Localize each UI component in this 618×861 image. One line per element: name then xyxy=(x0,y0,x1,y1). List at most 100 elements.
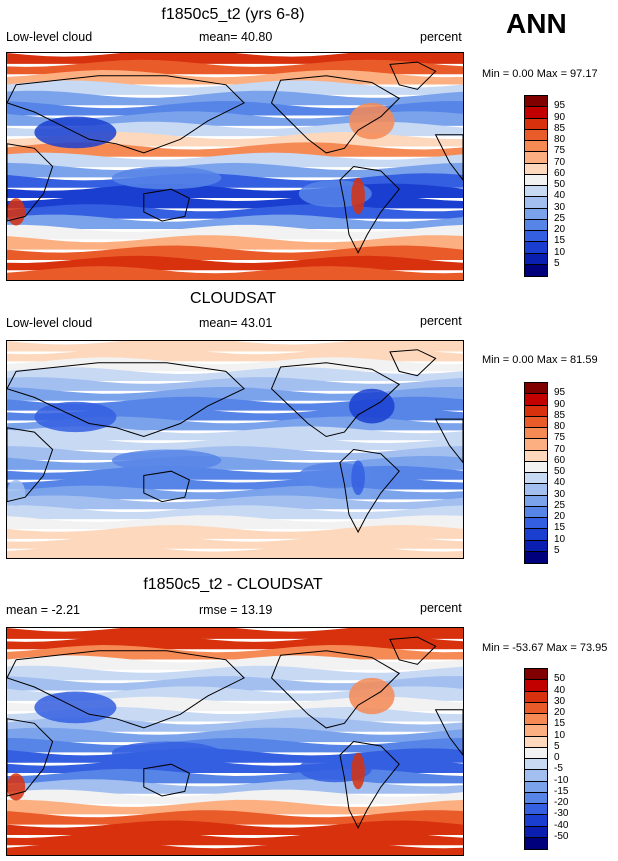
colorbar-swatch xyxy=(525,804,547,816)
colorbar-swatch xyxy=(525,416,547,428)
colorbar-tick-label: 20 xyxy=(554,224,566,235)
colorbar-swatch xyxy=(525,253,547,265)
colorbar-swatch xyxy=(525,242,547,254)
panel-1-variable-label: Low-level cloud xyxy=(6,30,93,44)
colorbar-swatch xyxy=(525,208,547,220)
colorbar-tick-label: 30 xyxy=(554,201,566,213)
map-field-feature xyxy=(111,449,222,472)
colorbar-tick-label: -50 xyxy=(554,830,569,842)
map-coastline xyxy=(339,165,400,254)
colorbar-swatch xyxy=(525,837,547,849)
map-coastline xyxy=(434,709,463,756)
colorbar-tick-label: 70 xyxy=(554,156,566,168)
map-field-band xyxy=(7,357,463,372)
colorbar-tick-label: 10 xyxy=(554,533,566,545)
map-field-band xyxy=(7,204,463,219)
colorbar-swatch xyxy=(525,759,547,771)
map-coastline xyxy=(7,650,245,729)
map-field-band xyxy=(7,495,463,510)
colorbar-tick-label: -5 xyxy=(554,763,563,775)
colorbar-tick-label: 95 xyxy=(554,100,566,112)
map-coastline xyxy=(143,470,190,503)
colorbar-tick-label: 10 xyxy=(554,246,566,258)
colorbar-tick-label: 10 xyxy=(554,729,566,741)
map-coastline xyxy=(434,134,463,181)
colorbar-swatch xyxy=(525,163,547,175)
map-field-band xyxy=(7,841,463,855)
panel-1-title: f1850c5_t2 (yrs 6-8) xyxy=(161,6,305,23)
map-field-band xyxy=(7,717,463,732)
map-field-band xyxy=(7,655,463,670)
colorbar-tick-label: 15 xyxy=(554,522,566,534)
colorbar-swatch xyxy=(525,96,547,108)
map-field-feature xyxy=(349,677,395,715)
colorbar-tick-label: 80 xyxy=(554,421,566,432)
colorbar-tick-label: 30 xyxy=(554,488,566,500)
map-coastline xyxy=(339,448,400,534)
map-field-feature xyxy=(351,460,365,496)
colorbar-swatch xyxy=(525,461,547,473)
colorbar-tick-label: 90 xyxy=(554,398,566,410)
panel-1-minmax: Min = 0.00 Max = 97.17 xyxy=(482,68,598,80)
map-coastline xyxy=(7,718,54,797)
colorbar-swatch xyxy=(525,129,547,141)
colorbar-swatch xyxy=(525,394,547,406)
colorbar-swatch xyxy=(525,551,547,563)
map-field-band xyxy=(7,80,463,95)
map-field-band xyxy=(7,645,463,660)
map-coastline xyxy=(389,61,437,90)
colorbar-swatch xyxy=(525,714,547,726)
panel-2-colorbar xyxy=(524,382,548,564)
colorbar-swatch xyxy=(525,450,547,462)
colorbar-tick-label: 30 xyxy=(554,695,566,707)
panel-2-minmax: Min = 0.00 Max = 81.59 xyxy=(482,354,598,366)
map-coastline xyxy=(7,427,54,503)
colorbar-swatch xyxy=(525,669,547,681)
colorbar-swatch xyxy=(525,691,547,703)
colorbar-tick-label: 50 xyxy=(554,673,566,685)
map-field-feature xyxy=(7,773,26,801)
map-field-band xyxy=(7,70,463,85)
colorbar-tick-label: 60 xyxy=(554,167,566,179)
colorbar-swatch xyxy=(525,197,547,209)
colorbar-swatch xyxy=(525,540,547,552)
colorbar-swatch xyxy=(525,141,547,153)
map-coastline xyxy=(389,636,437,665)
colorbar-tick-label: 90 xyxy=(554,111,566,123)
map-field-band xyxy=(7,377,463,391)
panel-3-minmax: Min = -53.67 Max = 73.95 xyxy=(482,642,608,654)
map-field-band xyxy=(7,111,463,126)
panel-2-mean-label: mean= 43.01 xyxy=(199,316,273,330)
map-coastline xyxy=(143,763,190,797)
map-field-band xyxy=(7,515,463,530)
map-field-band xyxy=(7,266,463,280)
colorbar-tick-label: 75 xyxy=(554,145,566,157)
colorbar-swatch xyxy=(525,405,547,417)
colorbar-swatch xyxy=(525,174,547,186)
map-field-band xyxy=(7,686,463,701)
colorbar-swatch xyxy=(525,506,547,518)
map-field-band xyxy=(7,544,463,558)
colorbar-tick-label: 85 xyxy=(554,409,566,421)
panel-2-variable-label: Low-level cloud xyxy=(6,316,93,330)
panel-1-map xyxy=(6,52,464,281)
colorbar-tick-label: -15 xyxy=(554,785,569,797)
colorbar-swatch xyxy=(525,428,547,440)
map-field-feature xyxy=(111,166,222,190)
map-field-band xyxy=(7,779,463,794)
colorbar-swatch xyxy=(525,747,547,759)
colorbar-tick-label: 20 xyxy=(554,511,566,522)
colorbar-swatch xyxy=(525,815,547,827)
colorbar-swatch xyxy=(525,152,547,164)
map-field-band xyxy=(7,665,463,681)
colorbar-swatch xyxy=(525,473,547,485)
season-label: ANN xyxy=(506,8,567,39)
colorbar-swatch xyxy=(525,439,547,451)
panel-3-mean-label: mean = -2.21 xyxy=(6,603,81,617)
map-field-band xyxy=(7,727,463,743)
colorbar-tick-label: 40 xyxy=(554,190,566,202)
panel-3-map xyxy=(6,627,464,856)
map-field-band xyxy=(7,90,463,106)
colorbar-swatch xyxy=(525,792,547,804)
map-coastline xyxy=(339,740,400,829)
